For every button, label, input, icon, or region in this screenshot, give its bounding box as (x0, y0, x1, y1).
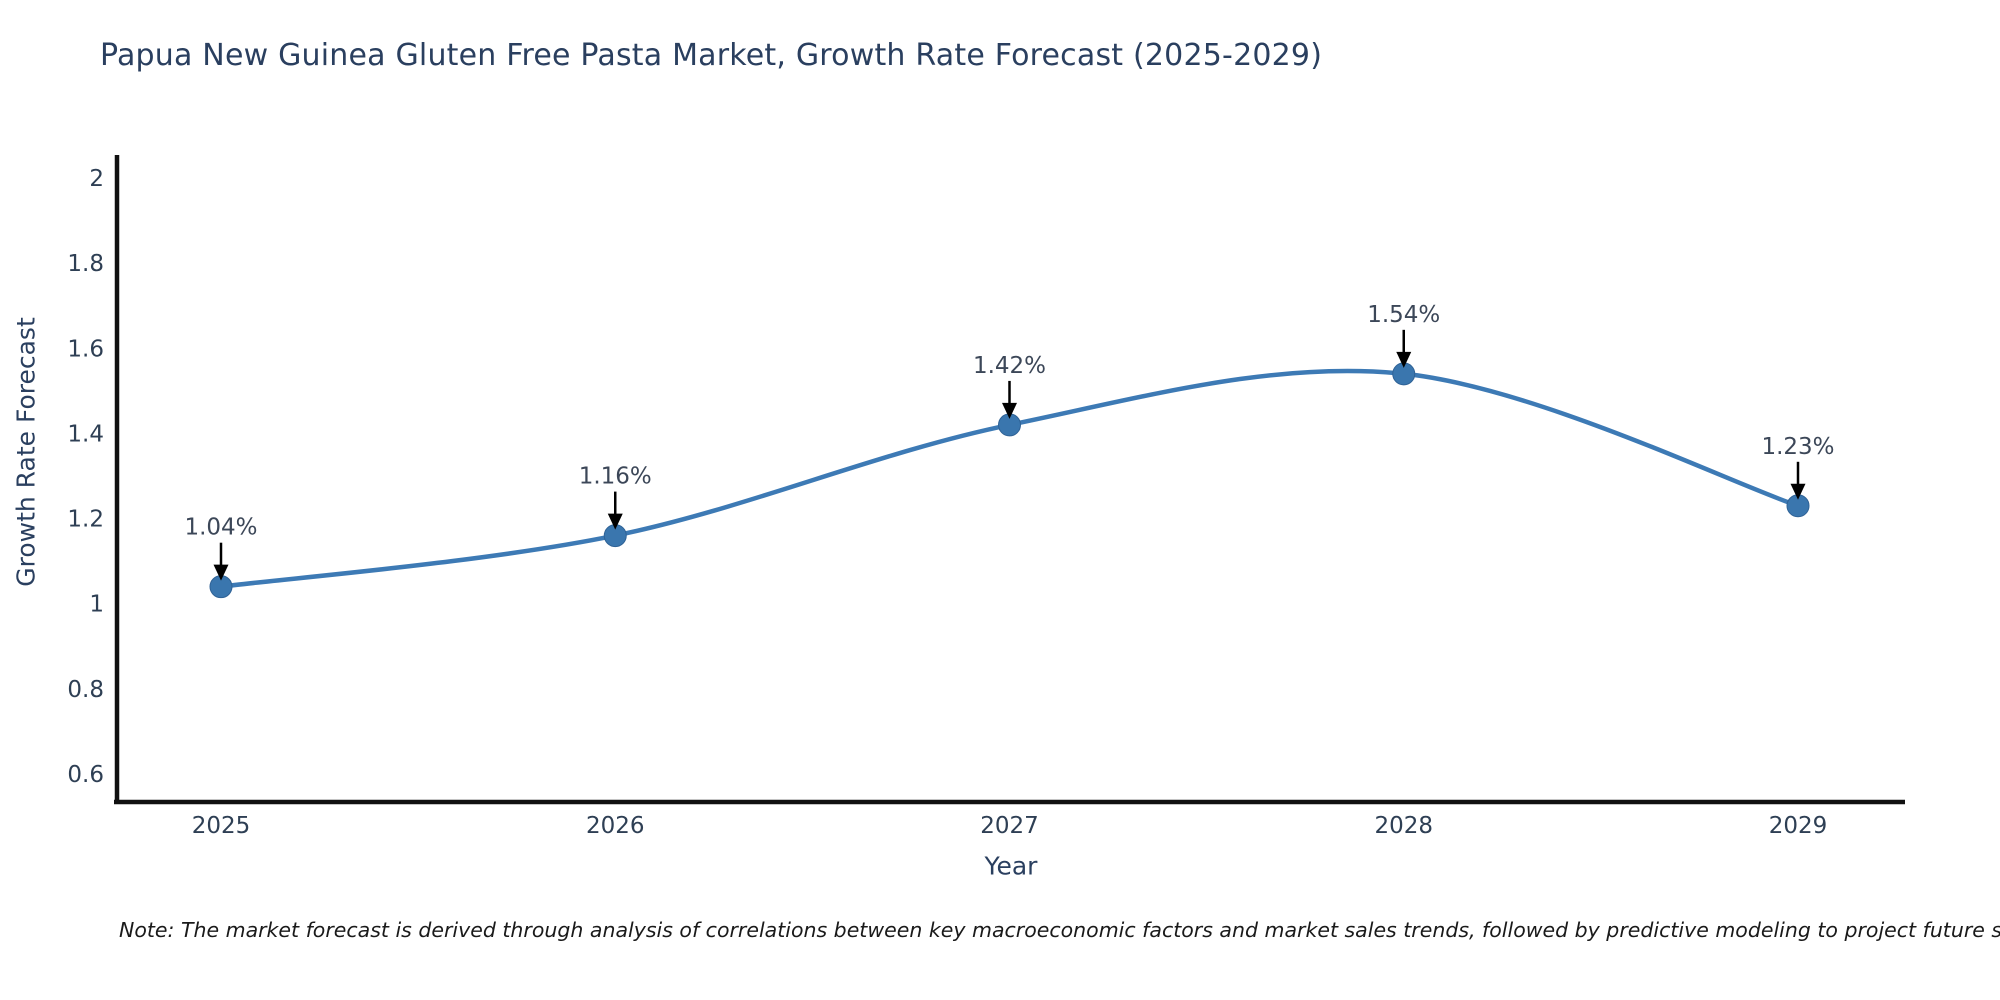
y-tick-label: 1.2 (67, 507, 104, 533)
y-axis-title: Growth Rate Forecast (11, 317, 41, 587)
data-point-label: 1.16% (579, 464, 652, 490)
x-tick-label: 2027 (980, 813, 1039, 839)
x-tick-label: 2026 (586, 813, 645, 839)
x-axis-title: Year (984, 851, 1038, 881)
y-tick-label: 0.8 (67, 677, 104, 703)
y-tick-label: 2 (89, 166, 104, 192)
annotation-arrow-head (1790, 483, 1806, 500)
annotation-arrow-head (607, 513, 623, 530)
y-tick-label: 1.6 (67, 336, 104, 362)
x-tick-label: 2025 (192, 813, 251, 839)
data-point-label: 1.54% (1367, 302, 1440, 328)
chart-title: Papua New Guinea Gluten Free Pasta Marke… (100, 38, 1323, 73)
annotation-arrow-head (213, 564, 229, 581)
footnote: Note: The market forecast is derived thr… (119, 918, 2000, 942)
annotation-arrow-head (1396, 351, 1412, 368)
y-tick-label: 1 (89, 592, 104, 618)
data-point-label: 1.23% (1761, 434, 1834, 460)
annotation-arrow-head (1002, 402, 1017, 419)
x-tick-label: 2029 (1769, 813, 1828, 839)
y-tick-label: 0.6 (67, 762, 104, 788)
data-point-label: 1.04% (184, 515, 257, 541)
y-tick-label: 1.4 (67, 421, 104, 447)
data-point-label: 1.42% (973, 353, 1046, 379)
y-tick-label: 1.8 (67, 251, 104, 277)
x-tick-label: 2028 (1374, 813, 1433, 839)
